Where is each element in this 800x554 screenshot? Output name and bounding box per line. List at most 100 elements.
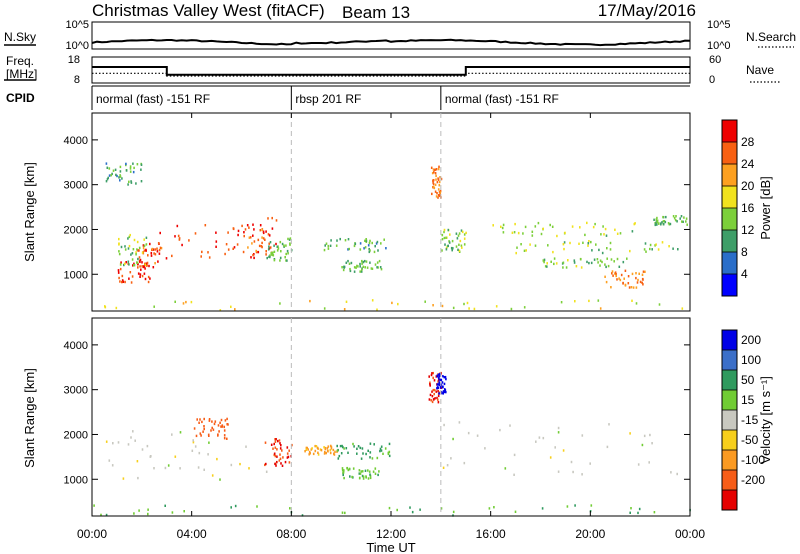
power-colorbar-tick-label: 16	[741, 201, 755, 215]
scatter-cell	[433, 171, 435, 174]
scatter-cell	[325, 242, 328, 245]
scatter-cell	[681, 220, 683, 223]
velocity-colorbar-swatch	[722, 370, 737, 391]
scatter-cell	[637, 511, 639, 515]
scatter-cell	[551, 225, 554, 228]
scatter-cell	[323, 452, 326, 455]
scatter-cell	[438, 383, 441, 387]
y-tick-label: 3000	[64, 180, 88, 192]
scatter-cell	[336, 239, 338, 242]
scatter-cell	[574, 300, 576, 303]
scatter-cell	[635, 276, 637, 280]
scatter-cell	[200, 434, 202, 437]
scatter-cell	[361, 268, 363, 271]
scatter-cell	[368, 241, 371, 245]
scatter-cell	[353, 244, 356, 248]
scatter-cell	[204, 224, 207, 227]
scatter-cell	[376, 308, 378, 311]
scatter-cell	[118, 243, 120, 246]
scatter-cell	[574, 504, 576, 507]
scatter-cell	[280, 250, 282, 253]
scatter-cell	[586, 221, 588, 225]
cpid-label: CPID	[6, 91, 35, 105]
scatter-cell	[201, 420, 203, 424]
scatter-cell	[513, 453, 516, 457]
scatter-cell	[443, 382, 446, 386]
scatter-cell	[622, 281, 624, 285]
scatter-cell	[249, 236, 252, 239]
scatter-cell	[369, 442, 372, 445]
x-tick-label: 20:00	[575, 527, 605, 541]
scatter-cell	[136, 460, 139, 463]
scatter-cell	[624, 284, 627, 287]
x-axis-label: Time UT	[366, 540, 415, 554]
scatter-cell	[365, 239, 368, 242]
x-tick-label: 00:00	[77, 527, 107, 541]
scatter-cell	[154, 262, 156, 265]
scatter-cell	[108, 459, 111, 462]
scatter-cell	[630, 286, 633, 289]
scatter-cell	[234, 308, 236, 311]
scatter-cell	[341, 467, 344, 470]
scatter-cell	[446, 464, 449, 467]
scatter-cell	[356, 452, 358, 455]
scatter-cell	[606, 247, 608, 250]
scatter-cell	[562, 449, 565, 452]
scatter-cell	[368, 250, 371, 254]
y-tick-label: 4000	[64, 340, 88, 352]
scatter-cell	[441, 238, 444, 241]
scatter-cell	[225, 243, 228, 246]
scatter-cell	[614, 228, 616, 231]
scatter-cell	[439, 194, 441, 198]
scatter-cell	[312, 452, 315, 456]
scatter-cell	[119, 174, 121, 177]
scatter-cell	[326, 449, 329, 452]
scatter-cell	[127, 183, 129, 186]
scatter-cell	[218, 430, 220, 433]
power-colorbar-tick-label: 24	[741, 157, 755, 171]
scatter-cell	[274, 462, 276, 466]
scatter-cell	[221, 424, 224, 427]
scatter-cell	[340, 452, 343, 455]
y-tick-label: 4000	[64, 135, 88, 147]
scatter-cell	[664, 220, 667, 224]
scatter-cell	[351, 475, 353, 479]
scatter-cell	[174, 235, 176, 238]
scatter-cell	[681, 307, 684, 310]
scatter-cell	[380, 268, 383, 271]
scatter-cell	[549, 456, 552, 459]
scatter-cell	[361, 447, 364, 450]
scatter-cell	[369, 451, 372, 454]
scatter-cell	[441, 304, 444, 308]
scatter-cell	[261, 236, 263, 239]
scatter-cell	[274, 446, 277, 449]
scatter-cell	[284, 256, 286, 259]
scatter-cell	[284, 460, 287, 464]
scatter-cell	[251, 242, 253, 245]
scatter-cell	[124, 248, 127, 251]
scatter-cell	[243, 231, 245, 234]
scatter-cell	[604, 275, 606, 278]
scatter-cell	[379, 449, 381, 453]
scatter-cell	[127, 443, 130, 446]
scatter-cell	[437, 167, 440, 171]
scatter-cell	[352, 442, 354, 446]
scatter-cell	[270, 251, 272, 255]
scatter-cell	[649, 243, 652, 247]
scatter-cell	[374, 263, 377, 266]
scatter-cell	[342, 445, 344, 449]
scatter-cell	[345, 300, 348, 303]
scatter-cell	[648, 461, 650, 464]
scatter-cell	[590, 261, 593, 265]
scatter-cell	[641, 281, 643, 284]
scatter-cell	[117, 441, 120, 444]
scatter-cell	[287, 252, 289, 255]
scatter-cell	[129, 167, 132, 170]
nave-trace	[92, 72, 690, 77]
scatter-cell	[662, 223, 665, 226]
scatter-cell	[365, 452, 367, 456]
scatter-cell	[608, 423, 610, 426]
scatter-cell	[645, 250, 647, 253]
scatter-cell	[230, 305, 232, 308]
